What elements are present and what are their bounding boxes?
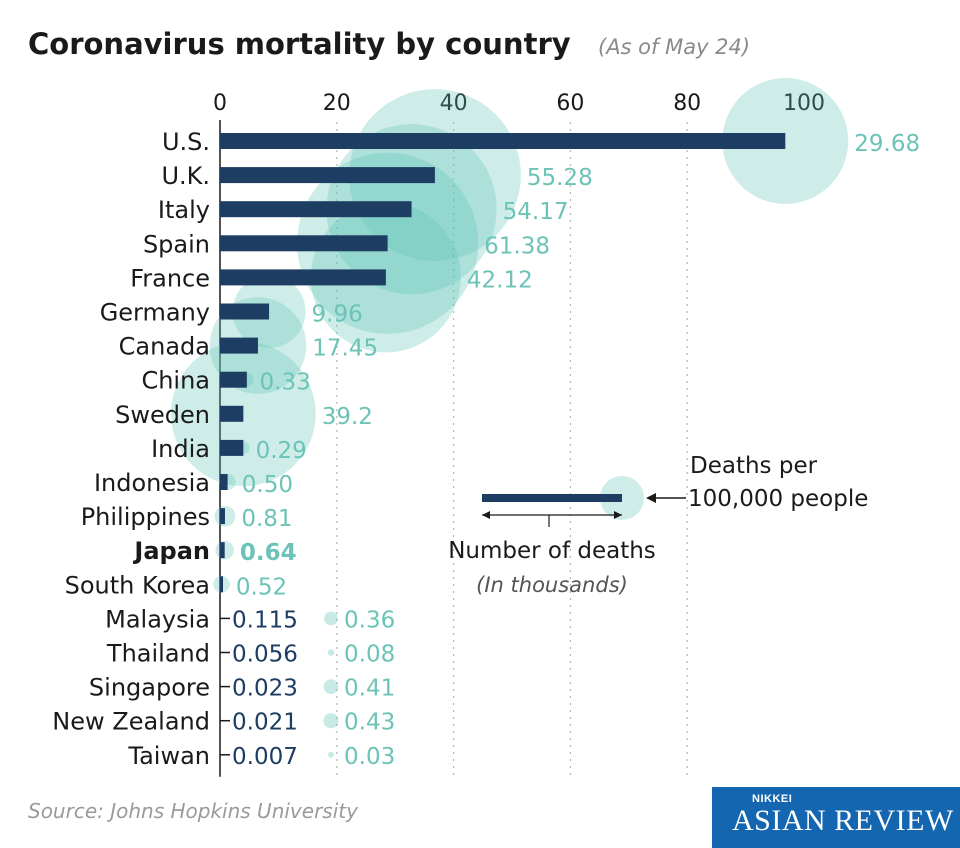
legend-bar — [482, 494, 622, 502]
legend-bubble-label-1: Deaths per — [690, 453, 818, 479]
per100k-label: 0.36 — [344, 607, 395, 633]
country-label: Sweden — [115, 401, 210, 429]
per100k-label: 29.68 — [854, 131, 920, 157]
deaths-bar — [220, 371, 247, 388]
per100k-label: 0.08 — [344, 642, 395, 668]
per100k-label: 61.38 — [484, 233, 550, 259]
per100k-bubble — [170, 341, 316, 487]
country-label: Philippines — [81, 503, 210, 531]
legend-bubble-label-2: 100,000 people — [688, 486, 868, 512]
x-tick-label: 40 — [440, 91, 468, 116]
country-label: Italy — [158, 196, 210, 224]
per100k-label: 0.03 — [344, 744, 395, 770]
x-tick-label: 80 — [673, 91, 701, 116]
per100k-label: 0.50 — [242, 472, 293, 498]
per100k-label: 0.81 — [241, 506, 292, 532]
country-label: New Zealand — [52, 708, 210, 736]
country-label: Canada — [119, 333, 210, 361]
country-label: South Korea — [65, 571, 210, 599]
arrow-head-icon — [646, 493, 656, 503]
per100k-label: 9.96 — [312, 302, 363, 328]
country-label: Singapore — [89, 674, 210, 702]
deaths-bar — [220, 576, 223, 593]
deaths-bar — [220, 542, 225, 559]
deaths-label: 0.021 — [232, 710, 298, 736]
country-label: Taiwan — [127, 742, 210, 770]
legend: Deaths per 100,000 people Number of deat… — [448, 453, 868, 597]
per100k-bubble — [328, 751, 334, 758]
country-label: U.S. — [162, 128, 210, 156]
per100k-bubble — [327, 649, 335, 656]
country-label: Japan — [132, 537, 210, 565]
x-tick-label: 60 — [556, 91, 584, 116]
legend-bar-label: Number of deaths — [448, 538, 656, 564]
deaths-bar — [220, 235, 388, 252]
deaths-bar — [220, 405, 244, 422]
country-label: China — [141, 367, 210, 395]
per100k-label: 0.52 — [236, 574, 287, 600]
deaths-bar — [220, 508, 225, 525]
deaths-bar — [220, 474, 228, 490]
deaths-label: 0.056 — [232, 642, 298, 668]
source-note: Source: Johns Hopkins University — [28, 799, 359, 823]
country-label: Spain — [143, 230, 210, 258]
country-label: Malaysia — [105, 605, 210, 633]
country-label: India — [151, 435, 210, 463]
per100k-label: 54.17 — [503, 199, 569, 225]
per100k-label: 0.29 — [256, 438, 307, 464]
deaths-bar — [220, 133, 786, 149]
per100k-bubble — [323, 713, 339, 729]
deaths-bar — [220, 167, 435, 184]
per100k-label: 0.43 — [344, 710, 395, 736]
nikkei-asian-review-logo: NIKKEI ASIAN REVIEW — [712, 787, 960, 848]
per100k-bubble — [324, 611, 338, 626]
per100k-label: 39.2 — [322, 404, 373, 430]
deaths-bar — [220, 201, 412, 218]
deaths-bar — [220, 439, 244, 456]
country-label: Thailand — [106, 640, 210, 668]
per100k-bubble — [323, 679, 339, 695]
deaths-bar — [220, 269, 386, 286]
deaths-bar — [220, 303, 270, 320]
country-label: Germany — [100, 299, 210, 327]
per100k-label: 55.28 — [527, 165, 593, 191]
per100k-label: 0.64 — [240, 540, 297, 566]
logo-main: ASIAN REVIEW — [732, 804, 954, 837]
legend-bar-unit: (In thousands) — [476, 573, 628, 597]
x-tick-label: 20 — [323, 91, 351, 116]
country-label: Indonesia — [94, 469, 210, 497]
deaths-label: 0.007 — [232, 744, 298, 770]
per100k-label: 17.45 — [312, 336, 378, 362]
chart-title: Coronavirus mortality by country — [28, 27, 571, 61]
deaths-label: 0.115 — [232, 607, 298, 633]
chart-subtitle: (As of May 24) — [598, 35, 750, 59]
country-label: U.K. — [161, 162, 210, 190]
per100k-label: 0.41 — [344, 676, 395, 702]
logo-top: NIKKEI — [752, 793, 793, 805]
country-label: France — [130, 264, 210, 292]
x-tick-label: 100 — [783, 91, 825, 116]
x-tick-label: 0 — [213, 91, 227, 116]
per100k-bubble — [297, 152, 479, 334]
per100k-label: 0.33 — [260, 370, 311, 396]
per100k-label: 42.12 — [467, 267, 533, 293]
deaths-bar — [220, 337, 258, 354]
deaths-label: 0.023 — [232, 676, 298, 702]
